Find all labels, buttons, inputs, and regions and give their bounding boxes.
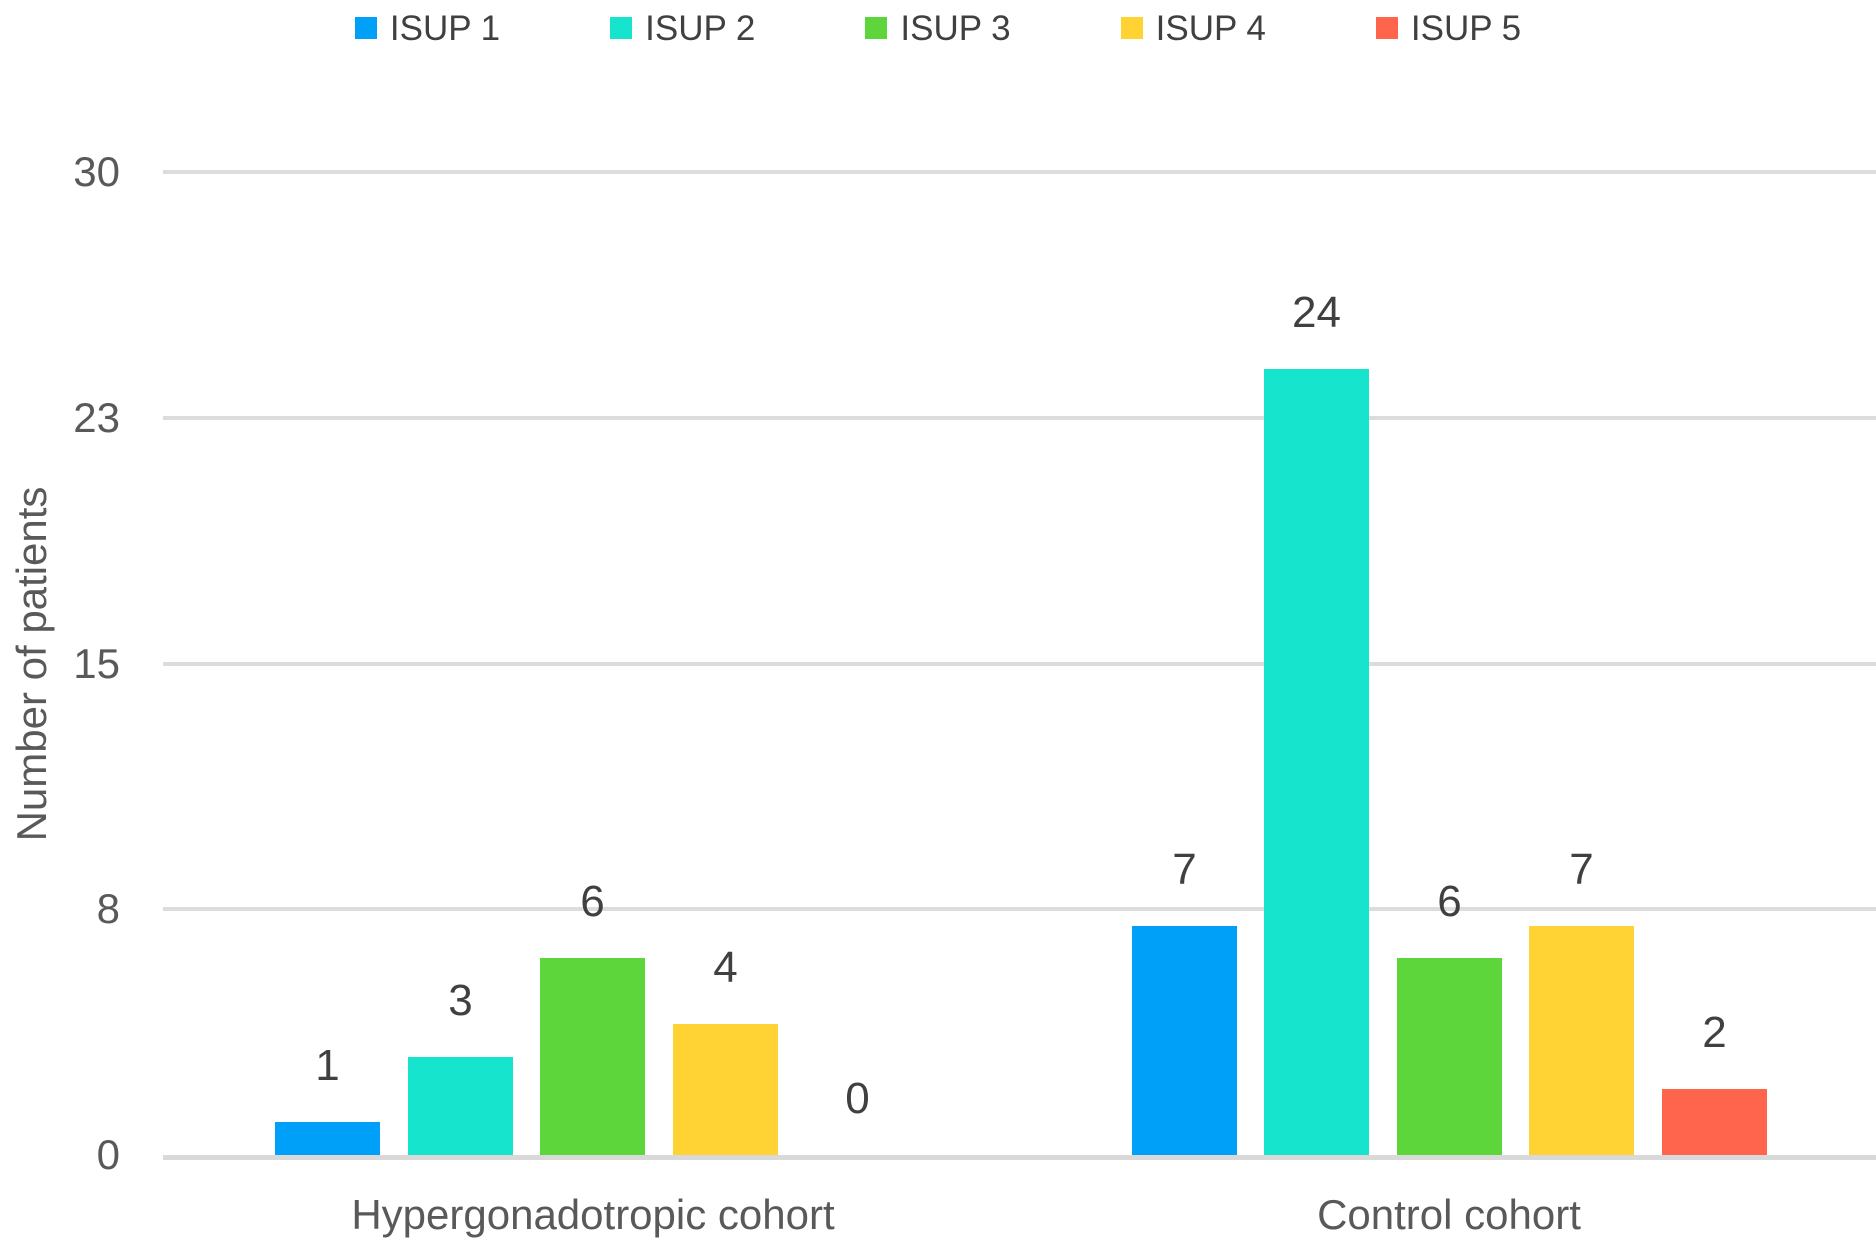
bar-isup-3	[1397, 958, 1502, 1155]
legend-label: ISUP 2	[645, 8, 756, 48]
chart-legend: ISUP 1 ISUP 2 ISUP 3 ISUP 4 ISUP 5	[0, 6, 1876, 50]
bar-isup-2	[1264, 369, 1369, 1155]
bar-value-label: 6	[1437, 877, 1462, 926]
bar-value-label: 4	[713, 943, 738, 992]
bar-value-label: 24	[1292, 288, 1341, 337]
x-axis-category-label: Control cohort	[1317, 1191, 1581, 1238]
bar-value-label: 7	[1569, 845, 1594, 894]
legend-label: ISUP 5	[1410, 8, 1522, 48]
x-axis-line	[163, 1155, 1876, 1160]
bar-value-label: 1	[315, 1041, 340, 1090]
gridline	[163, 907, 1876, 911]
legend-swatch-icon	[354, 17, 377, 39]
legend-item-isup-1: ISUP 1	[354, 8, 501, 48]
y-axis-tick-label: 23	[73, 394, 120, 441]
x-axis-category-label: Hypergonadotropic cohort	[351, 1191, 835, 1238]
gridline	[163, 662, 1876, 666]
bar-isup-5	[1662, 1089, 1767, 1155]
bar-value-label: 6	[580, 877, 605, 926]
bar-value-label: 2	[1702, 1008, 1727, 1057]
y-axis-tick-label: 0	[96, 1131, 120, 1178]
bar-value-label: 0	[845, 1074, 870, 1123]
y-axis-tick-label: 30	[73, 148, 120, 195]
legend-item-isup-4: ISUP 4	[1120, 8, 1266, 48]
y-axis-tick-label: 8	[96, 885, 120, 932]
legend-label: ISUP 4	[1155, 8, 1266, 48]
bar-isup-3	[540, 958, 645, 1155]
bar-isup-1	[275, 1122, 380, 1155]
legend-swatch-icon	[610, 17, 633, 39]
bar-value-label: 3	[448, 976, 473, 1025]
legend-item-isup-3: ISUP 3	[865, 8, 1011, 48]
bar-isup-4	[1529, 926, 1634, 1155]
y-axis-tick-label: 15	[73, 640, 120, 687]
legend-swatch-icon	[1375, 17, 1398, 39]
legend-label: ISUP 1	[389, 8, 501, 48]
legend-label: ISUP 3	[900, 8, 1011, 48]
bar-isup-1	[1132, 926, 1237, 1155]
legend-swatch-icon	[865, 17, 888, 39]
legend-item-isup-5: ISUP 5	[1375, 8, 1522, 48]
gridline	[163, 170, 1876, 174]
legend-swatch-icon	[1120, 17, 1143, 39]
bar-isup-2	[408, 1057, 513, 1155]
bar-value-label: 7	[1172, 845, 1197, 894]
legend-item-isup-2: ISUP 2	[610, 11, 755, 46]
gridline	[163, 416, 1876, 420]
bar-isup-4	[673, 1024, 778, 1155]
